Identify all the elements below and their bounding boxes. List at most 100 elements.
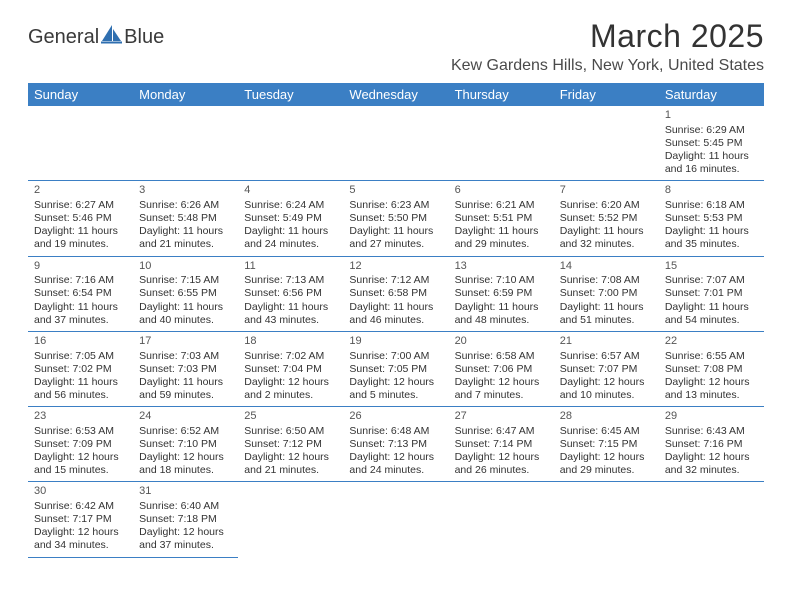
- sunset-text: Sunset: 7:00 PM: [560, 287, 653, 300]
- daylight-text: Daylight: 12 hours and 21 minutes.: [244, 451, 337, 477]
- calendar-day-cell: 22Sunrise: 6:55 AMSunset: 7:08 PMDayligh…: [659, 331, 764, 406]
- calendar-day-cell: 15Sunrise: 7:07 AMSunset: 7:01 PMDayligh…: [659, 256, 764, 331]
- calendar-day-cell: 13Sunrise: 7:10 AMSunset: 6:59 PMDayligh…: [449, 256, 554, 331]
- day-number: 30: [34, 485, 127, 499]
- daylight-text: Daylight: 12 hours and 34 minutes.: [34, 526, 127, 552]
- calendar-day-cell: [238, 106, 343, 181]
- calendar-day-cell: [28, 106, 133, 181]
- sunrise-text: Sunrise: 7:08 AM: [560, 274, 653, 287]
- daylight-text: Daylight: 11 hours and 37 minutes.: [34, 301, 127, 327]
- sunrise-text: Sunrise: 7:07 AM: [665, 274, 758, 287]
- sunrise-text: Sunrise: 6:26 AM: [139, 199, 232, 212]
- calendar-day-cell: 14Sunrise: 7:08 AMSunset: 7:00 PMDayligh…: [554, 256, 659, 331]
- day-number: 21: [560, 335, 653, 349]
- calendar-day-cell: 16Sunrise: 7:05 AMSunset: 7:02 PMDayligh…: [28, 331, 133, 406]
- sunset-text: Sunset: 7:04 PM: [244, 363, 337, 376]
- day-number: 12: [349, 260, 442, 274]
- sunset-text: Sunset: 7:06 PM: [455, 363, 548, 376]
- sunrise-text: Sunrise: 6:20 AM: [560, 199, 653, 212]
- day-number: 3: [139, 184, 232, 198]
- sunset-text: Sunset: 7:16 PM: [665, 438, 758, 451]
- daylight-text: Daylight: 12 hours and 29 minutes.: [560, 451, 653, 477]
- calendar-day-cell: 2Sunrise: 6:27 AMSunset: 5:46 PMDaylight…: [28, 181, 133, 256]
- calendar-day-cell: 8Sunrise: 6:18 AMSunset: 5:53 PMDaylight…: [659, 181, 764, 256]
- daylight-text: Daylight: 11 hours and 43 minutes.: [244, 301, 337, 327]
- sunset-text: Sunset: 7:18 PM: [139, 513, 232, 526]
- daylight-text: Daylight: 12 hours and 24 minutes.: [349, 451, 442, 477]
- calendar-table: SundayMondayTuesdayWednesdayThursdayFrid…: [28, 83, 764, 558]
- sunrise-text: Sunrise: 6:53 AM: [34, 425, 127, 438]
- sunrise-text: Sunrise: 7:13 AM: [244, 274, 337, 287]
- sunrise-text: Sunrise: 7:12 AM: [349, 274, 442, 287]
- weekday-header: Thursday: [449, 83, 554, 106]
- day-number: 20: [455, 335, 548, 349]
- sunrise-text: Sunrise: 6:18 AM: [665, 199, 758, 212]
- calendar-day-cell: 27Sunrise: 6:47 AMSunset: 7:14 PMDayligh…: [449, 407, 554, 482]
- calendar-day-cell: [554, 482, 659, 557]
- weekday-header: Sunday: [28, 83, 133, 106]
- daylight-text: Daylight: 11 hours and 56 minutes.: [34, 376, 127, 402]
- sunset-text: Sunset: 7:14 PM: [455, 438, 548, 451]
- sunrise-text: Sunrise: 6:24 AM: [244, 199, 337, 212]
- sunset-text: Sunset: 5:51 PM: [455, 212, 548, 225]
- sunrise-text: Sunrise: 6:23 AM: [349, 199, 442, 212]
- daylight-text: Daylight: 11 hours and 40 minutes.: [139, 301, 232, 327]
- calendar-day-cell: 30Sunrise: 6:42 AMSunset: 7:17 PMDayligh…: [28, 482, 133, 557]
- calendar-day-cell: 25Sunrise: 6:50 AMSunset: 7:12 PMDayligh…: [238, 407, 343, 482]
- day-number: 23: [34, 410, 127, 424]
- sunset-text: Sunset: 7:10 PM: [139, 438, 232, 451]
- calendar-header-row: SundayMondayTuesdayWednesdayThursdayFrid…: [28, 83, 764, 106]
- calendar-week-row: 2Sunrise: 6:27 AMSunset: 5:46 PMDaylight…: [28, 181, 764, 256]
- sunrise-text: Sunrise: 6:55 AM: [665, 350, 758, 363]
- day-number: 25: [244, 410, 337, 424]
- brand-part1: General: [28, 26, 99, 49]
- header: General Blue March 2025 Kew Gardens Hill…: [28, 18, 764, 75]
- weekday-header: Wednesday: [343, 83, 448, 106]
- sunset-text: Sunset: 6:59 PM: [455, 287, 548, 300]
- sunrise-text: Sunrise: 7:02 AM: [244, 350, 337, 363]
- sunrise-text: Sunrise: 6:50 AM: [244, 425, 337, 438]
- daylight-text: Daylight: 12 hours and 37 minutes.: [139, 526, 232, 552]
- calendar-day-cell: 6Sunrise: 6:21 AMSunset: 5:51 PMDaylight…: [449, 181, 554, 256]
- day-number: 9: [34, 260, 127, 274]
- sunset-text: Sunset: 7:12 PM: [244, 438, 337, 451]
- calendar-day-cell: [449, 482, 554, 557]
- day-number: 2: [34, 184, 127, 198]
- calendar-day-cell: 11Sunrise: 7:13 AMSunset: 6:56 PMDayligh…: [238, 256, 343, 331]
- location-subtitle: Kew Gardens Hills, New York, United Stat…: [451, 57, 764, 75]
- calendar-day-cell: [133, 106, 238, 181]
- sunrise-text: Sunrise: 7:00 AM: [349, 350, 442, 363]
- daylight-text: Daylight: 11 hours and 16 minutes.: [665, 150, 758, 176]
- sunrise-text: Sunrise: 7:15 AM: [139, 274, 232, 287]
- sunset-text: Sunset: 5:46 PM: [34, 212, 127, 225]
- daylight-text: Daylight: 11 hours and 29 minutes.: [455, 225, 548, 251]
- daylight-text: Daylight: 11 hours and 59 minutes.: [139, 376, 232, 402]
- calendar-week-row: 23Sunrise: 6:53 AMSunset: 7:09 PMDayligh…: [28, 407, 764, 482]
- day-number: 4: [244, 184, 337, 198]
- daylight-text: Daylight: 11 hours and 54 minutes.: [665, 301, 758, 327]
- sunrise-text: Sunrise: 7:05 AM: [34, 350, 127, 363]
- calendar-day-cell: 3Sunrise: 6:26 AMSunset: 5:48 PMDaylight…: [133, 181, 238, 256]
- calendar-day-cell: 17Sunrise: 7:03 AMSunset: 7:03 PMDayligh…: [133, 331, 238, 406]
- sunrise-text: Sunrise: 6:29 AM: [665, 124, 758, 137]
- calendar-day-cell: [343, 482, 448, 557]
- daylight-text: Daylight: 12 hours and 7 minutes.: [455, 376, 548, 402]
- day-number: 7: [560, 184, 653, 198]
- brand-part2: Blue: [124, 26, 164, 49]
- sunset-text: Sunset: 7:08 PM: [665, 363, 758, 376]
- sunset-text: Sunset: 5:49 PM: [244, 212, 337, 225]
- day-number: 10: [139, 260, 232, 274]
- day-number: 31: [139, 485, 232, 499]
- calendar-day-cell: 9Sunrise: 7:16 AMSunset: 6:54 PMDaylight…: [28, 256, 133, 331]
- day-number: 22: [665, 335, 758, 349]
- calendar-day-cell: 23Sunrise: 6:53 AMSunset: 7:09 PMDayligh…: [28, 407, 133, 482]
- daylight-text: Daylight: 12 hours and 5 minutes.: [349, 376, 442, 402]
- sunset-text: Sunset: 6:56 PM: [244, 287, 337, 300]
- daylight-text: Daylight: 12 hours and 15 minutes.: [34, 451, 127, 477]
- sunrise-text: Sunrise: 6:52 AM: [139, 425, 232, 438]
- sunset-text: Sunset: 5:50 PM: [349, 212, 442, 225]
- calendar-day-cell: 21Sunrise: 6:57 AMSunset: 7:07 PMDayligh…: [554, 331, 659, 406]
- day-number: 13: [455, 260, 548, 274]
- sunrise-text: Sunrise: 6:43 AM: [665, 425, 758, 438]
- daylight-text: Daylight: 11 hours and 51 minutes.: [560, 301, 653, 327]
